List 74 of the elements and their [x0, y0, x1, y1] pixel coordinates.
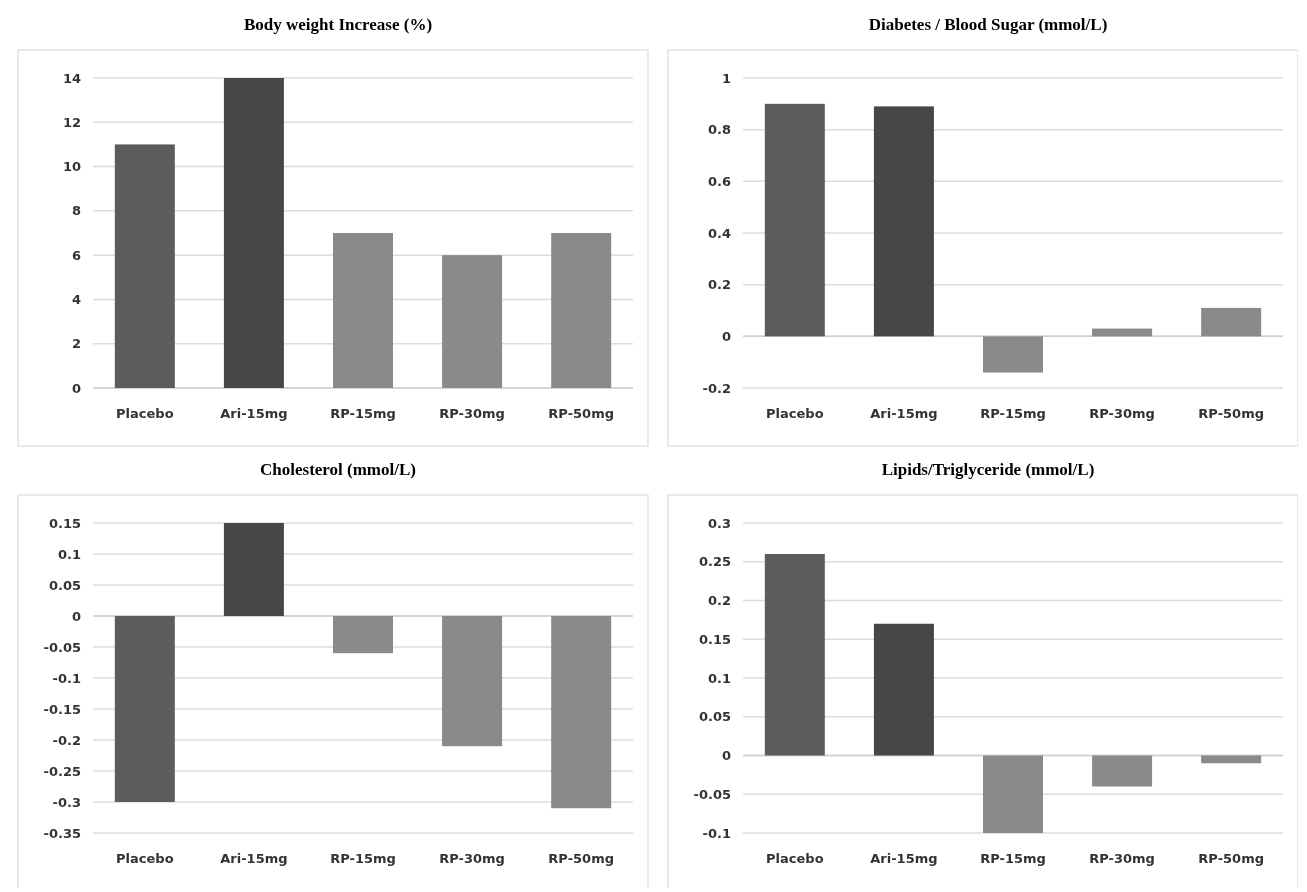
y-tick-label: 0	[71, 608, 81, 624]
y-tick-label: -0.3	[52, 794, 81, 810]
bar	[764, 554, 825, 756]
x-tick-label: Ari-15mg	[870, 851, 938, 866]
y-tick-label: 0.05	[48, 577, 81, 593]
bar	[1201, 755, 1262, 764]
bar	[1092, 328, 1153, 337]
y-tick-label: -0.1	[52, 670, 81, 686]
y-tick-label: -0.1	[702, 825, 731, 841]
bar	[223, 78, 284, 388]
x-tick-label: RP-15mg	[330, 851, 396, 866]
x-tick-label: RP-30mg	[439, 851, 505, 866]
y-tick-label: -0.2	[702, 380, 731, 396]
y-tick-label: -0.2	[52, 732, 81, 748]
bar	[1201, 307, 1262, 337]
y-tick-label: 0.1	[707, 670, 731, 686]
x-tick-label: RP-15mg	[980, 406, 1046, 421]
bar	[983, 336, 1043, 373]
x-tick-label: RP-50mg	[548, 406, 615, 421]
y-tick-label: 0	[721, 328, 731, 344]
bar	[442, 255, 503, 388]
x-tick-label: RP-30mg	[1089, 851, 1155, 866]
bar	[873, 106, 934, 337]
bar	[1092, 755, 1153, 787]
y-tick-label: 0.1	[57, 546, 81, 562]
x-tick-label: RP-50mg	[1198, 406, 1265, 421]
y-tick-label: 2	[71, 336, 81, 352]
y-tick-label: 0.25	[698, 554, 731, 570]
x-tick-label: RP-15mg	[980, 851, 1046, 866]
y-tick-label: -0.05	[693, 786, 731, 802]
bar	[873, 623, 934, 756]
y-tick-label: 0.3	[707, 515, 731, 531]
y-tick-label: 0.8	[707, 122, 731, 138]
bar	[983, 755, 1043, 833]
x-tick-label: RP-50mg	[1198, 851, 1265, 866]
chart-title: Lipids/Triglyceride (mmol/L)	[881, 460, 1095, 479]
x-tick-label: RP-30mg	[1089, 406, 1155, 421]
y-tick-label: 0.15	[48, 515, 81, 531]
bar	[551, 233, 612, 388]
x-tick-label: RP-30mg	[439, 406, 505, 421]
y-tick-label: -0.35	[43, 825, 81, 841]
y-tick-label: -0.05	[43, 639, 81, 655]
y-tick-label: 0.4	[707, 225, 731, 241]
y-tick-label: 12	[62, 114, 81, 130]
y-tick-label: 14	[62, 70, 81, 86]
x-tick-label: RP-15mg	[330, 406, 396, 421]
bar	[114, 144, 175, 388]
x-tick-label: Placebo	[766, 406, 824, 421]
y-tick-label: 0.2	[707, 277, 731, 293]
y-tick-label: 6	[71, 247, 81, 263]
y-tick-label: 10	[62, 159, 81, 175]
x-tick-label: Placebo	[116, 851, 174, 866]
x-tick-label: Placebo	[766, 851, 824, 866]
y-tick-label: 0.2	[707, 593, 731, 609]
x-tick-label: Ari-15mg	[870, 406, 938, 421]
y-tick-label: 0	[71, 380, 81, 396]
x-tick-label: Ari-15mg	[220, 406, 288, 421]
y-tick-label: -0.25	[43, 763, 81, 779]
y-tick-label: 4	[71, 291, 81, 307]
chart-title: Body weight Increase (%)	[243, 15, 433, 34]
bar	[333, 233, 393, 388]
x-tick-label: RP-50mg	[548, 851, 615, 866]
y-tick-label: 8	[71, 203, 81, 219]
y-tick-label: -0.15	[43, 701, 81, 717]
chart-title: Cholesterol (mmol/L)	[260, 460, 416, 479]
x-tick-label: Placebo	[116, 406, 174, 421]
y-tick-label: 0.15	[698, 631, 731, 647]
bar	[764, 103, 825, 337]
y-tick-label: 0.6	[707, 173, 731, 189]
y-tick-label: 1	[721, 70, 731, 86]
chart-title: Diabetes / Blood Sugar (mmol/L)	[868, 15, 1108, 34]
x-tick-label: Ari-15mg	[220, 851, 288, 866]
y-tick-label: 0	[721, 748, 731, 764]
y-tick-label: 0.05	[698, 709, 731, 725]
